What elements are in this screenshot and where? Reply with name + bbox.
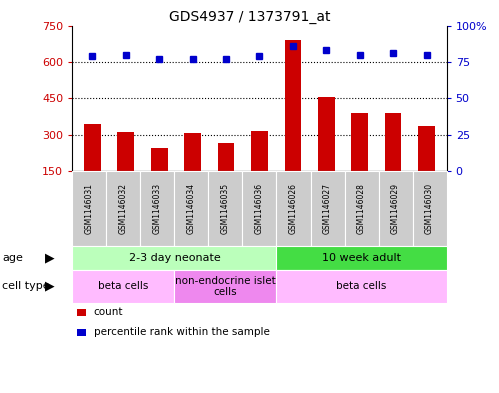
Bar [84,124,101,171]
Bar [284,40,301,171]
Bar [151,148,168,171]
Text: 10 week adult: 10 week adult [322,253,401,263]
Bar [418,126,435,171]
Text: count: count [94,307,123,318]
Text: GSM1146035: GSM1146035 [221,183,230,234]
Text: beta cells: beta cells [336,281,387,291]
Text: age: age [2,253,23,263]
Text: GSM1146031: GSM1146031 [85,183,94,234]
Text: 2-3 day neonate: 2-3 day neonate [129,253,220,263]
Bar [385,113,402,171]
Bar [117,132,134,171]
Text: GDS4937 / 1373791_at: GDS4937 / 1373791_at [169,10,330,24]
Text: ▶: ▶ [45,251,55,264]
Text: GSM1146034: GSM1146034 [187,183,196,234]
Bar [351,113,368,171]
Bar [218,143,235,171]
Bar [184,133,201,171]
Text: cell type: cell type [2,281,50,291]
Text: GSM1146030: GSM1146030 [425,183,434,234]
Text: GSM1146032: GSM1146032 [119,183,128,234]
Text: GSM1146036: GSM1146036 [255,183,264,234]
Text: GSM1146026: GSM1146026 [289,183,298,234]
Text: ▶: ▶ [45,280,55,293]
Text: GSM1146029: GSM1146029 [391,183,400,234]
Text: GSM1146028: GSM1146028 [357,183,366,234]
Text: percentile rank within the sample: percentile rank within the sample [94,327,269,337]
Text: GSM1146033: GSM1146033 [153,183,162,234]
Bar [318,97,335,171]
Text: GSM1146027: GSM1146027 [323,183,332,234]
Text: beta cells: beta cells [98,281,149,291]
Bar [251,131,268,171]
Text: non-endocrine islet
cells: non-endocrine islet cells [175,275,276,297]
